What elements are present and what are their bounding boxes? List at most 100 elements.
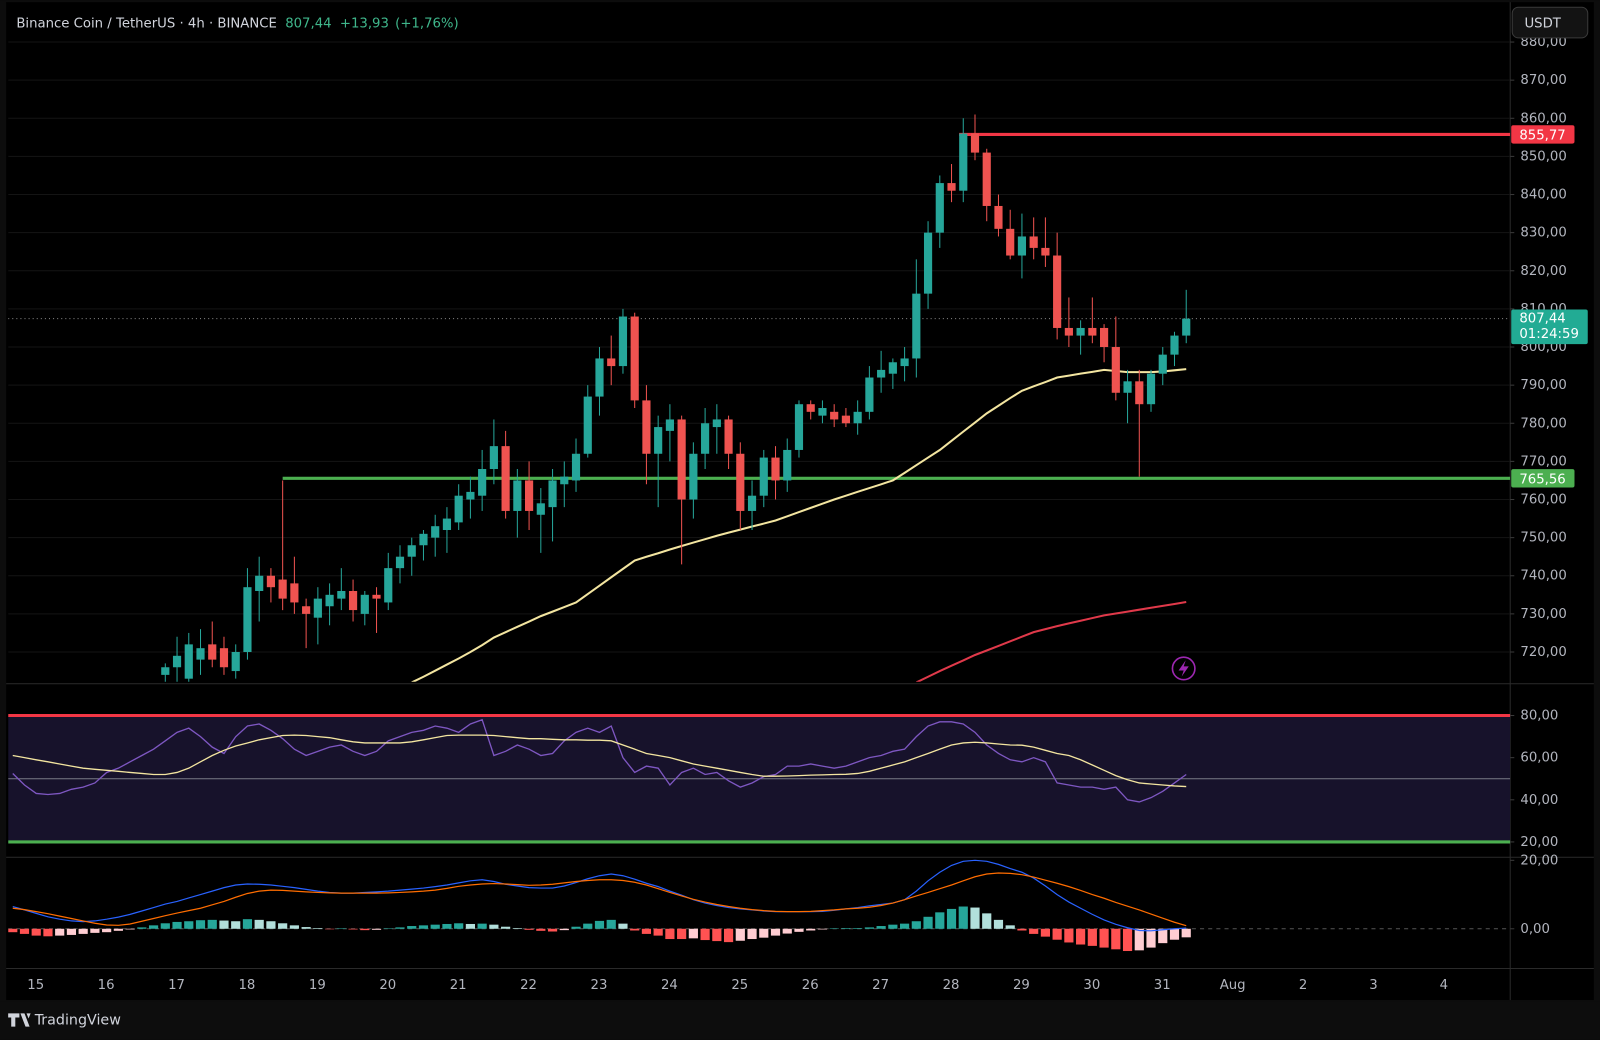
histogram-bar xyxy=(278,923,288,929)
x-tick-label: 20 xyxy=(379,978,396,993)
candle-body xyxy=(548,480,557,508)
histogram-bar xyxy=(723,928,734,943)
candle-body xyxy=(982,152,991,206)
last-price-label-bg xyxy=(1511,309,1588,345)
candle-body xyxy=(478,469,487,496)
y-tick-label: 40,00 xyxy=(1520,793,1558,808)
histogram-bar xyxy=(1076,928,1086,945)
histogram-bar xyxy=(1134,928,1144,951)
histogram-bar xyxy=(371,928,382,930)
x-tick-label: 29 xyxy=(1013,978,1030,993)
histogram-bar xyxy=(817,928,828,930)
histogram-bar xyxy=(536,928,546,931)
candle-body xyxy=(665,419,674,431)
histogram-bar xyxy=(911,921,921,929)
candle-body xyxy=(172,655,182,668)
brand-logo xyxy=(8,1013,31,1027)
histogram-bar xyxy=(172,921,182,929)
candle-body xyxy=(1182,318,1191,336)
histogram-bar xyxy=(794,928,804,932)
histogram-bar xyxy=(1158,928,1168,944)
y-tick-label: 20,00 xyxy=(1520,853,1558,868)
candle-body xyxy=(935,183,944,233)
change: +13,93 xyxy=(340,17,389,32)
histogram-bar xyxy=(125,928,135,930)
currency-button[interactable]: USDT xyxy=(1511,6,1589,39)
pane xyxy=(8,859,1511,952)
candle-body xyxy=(560,476,569,485)
alert-icon[interactable] xyxy=(1171,656,1196,681)
histogram-bar xyxy=(782,928,792,934)
candle-body xyxy=(1135,381,1144,405)
histogram-bar xyxy=(8,928,18,933)
candle-body xyxy=(536,503,545,515)
y-tick-label: 760,00 xyxy=(1520,493,1566,508)
candle-body xyxy=(1041,247,1050,256)
histogram-bar xyxy=(31,928,41,936)
icon-ring[interactable] xyxy=(1171,656,1196,681)
histogram-bar xyxy=(1169,928,1180,940)
candle-body xyxy=(1029,236,1038,248)
level-label-bg xyxy=(1511,125,1575,144)
candle-body xyxy=(947,183,956,191)
last-price: 807,44 xyxy=(285,17,331,32)
histogram-bar xyxy=(606,919,616,929)
x-tick-label: 19 xyxy=(309,978,326,993)
y-tick-label: 820,00 xyxy=(1520,264,1566,279)
candle-body xyxy=(208,644,217,660)
histogram-bar xyxy=(184,921,194,929)
candle-body xyxy=(1053,255,1062,328)
button-label[interactable]: USDT xyxy=(1524,17,1561,32)
histogram-bar xyxy=(1064,928,1074,943)
histogram-bar xyxy=(1087,928,1097,946)
y-tick-label: 870,00 xyxy=(1520,73,1566,88)
histogram-bar xyxy=(348,928,358,930)
candle-body xyxy=(1064,327,1073,336)
histogram-bar xyxy=(325,928,335,930)
button-bg[interactable] xyxy=(1511,6,1589,39)
histogram-bar xyxy=(630,928,640,931)
candle-body xyxy=(841,415,850,424)
candle-body xyxy=(348,591,358,611)
histogram-bar xyxy=(923,916,933,929)
histogram-bar xyxy=(594,920,605,929)
candle-body xyxy=(853,411,862,424)
y-tick-label: 860,00 xyxy=(1520,111,1566,126)
candle-body xyxy=(278,579,287,599)
histogram-bar xyxy=(524,928,534,930)
candle-body xyxy=(325,594,334,607)
y-tick-label: 770,00 xyxy=(1520,454,1566,469)
indicator-line xyxy=(12,718,1187,803)
candle-body xyxy=(759,457,768,496)
candle-body xyxy=(618,316,628,367)
histogram-bar xyxy=(900,923,910,929)
last-price-label: 807,44 xyxy=(1519,312,1565,327)
candle-body xyxy=(161,667,170,675)
candle-body xyxy=(384,568,393,603)
candle-body xyxy=(1170,335,1179,355)
candle-body xyxy=(219,648,229,668)
histogram-bar xyxy=(982,913,992,929)
chart-layer: 720,00 730,00 740,00 750,00 760,00 770,00 780,… xyxy=(8,35,1588,993)
candle-body xyxy=(313,598,322,618)
level-label-bg xyxy=(1511,469,1575,488)
candle-body xyxy=(959,133,968,191)
candle-body xyxy=(654,427,663,454)
bar-countdown: 01:24:59 xyxy=(1519,327,1579,342)
candle-body xyxy=(689,453,698,500)
y-tick-label: 720,00 xyxy=(1520,645,1566,660)
candle-body xyxy=(454,495,463,523)
x-tick-label: 22 xyxy=(520,978,537,993)
histogram-bar xyxy=(1181,928,1191,938)
x-tick-label: 3 xyxy=(1369,978,1377,993)
footer xyxy=(0,1001,1600,1040)
candle-body xyxy=(1111,347,1120,393)
y-tick-label: 850,00 xyxy=(1520,149,1566,164)
candle-body xyxy=(701,423,710,454)
candle-body xyxy=(407,545,416,557)
y-tick-label: 80,00 xyxy=(1520,709,1558,724)
histogram-bar xyxy=(254,919,264,929)
icon-bolt[interactable] xyxy=(1178,660,1189,677)
candle-body xyxy=(923,232,933,294)
y-tick-label: 780,00 xyxy=(1520,416,1566,431)
